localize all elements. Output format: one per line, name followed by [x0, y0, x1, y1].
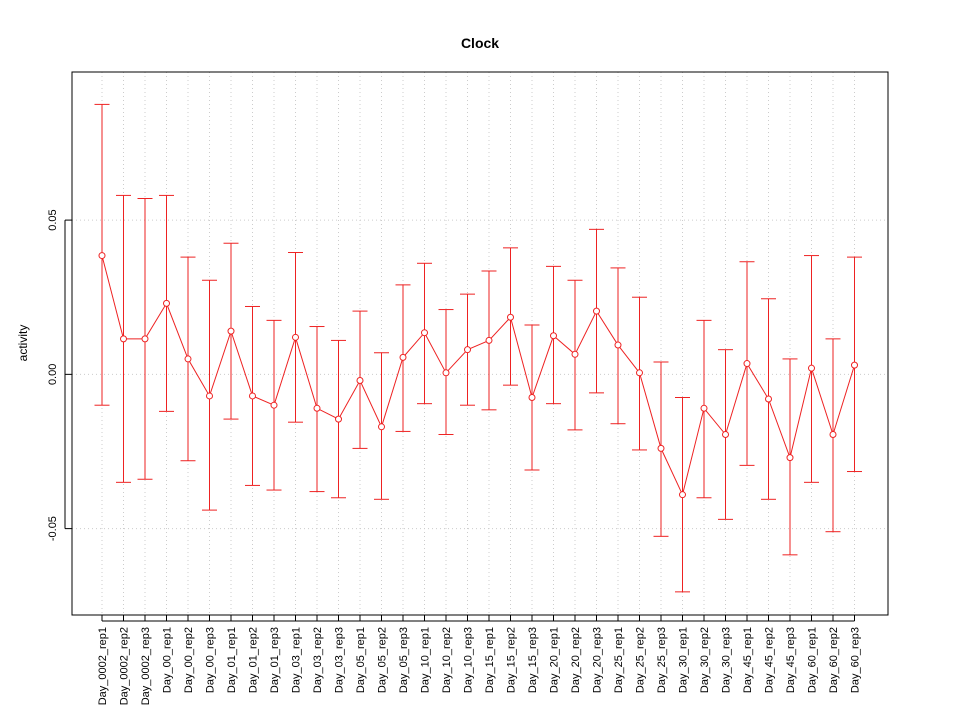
x-tick-label: Day_25_rep3 [656, 627, 668, 693]
data-point [829, 431, 837, 439]
x-tick-label: Day_0002_rep3 [140, 627, 152, 705]
y-tick-label: 0.05 [47, 209, 59, 230]
chart-title: Clock [461, 35, 499, 51]
data-point [808, 364, 815, 372]
data-point [335, 415, 342, 423]
y-tick-label: 0.00 [47, 364, 59, 385]
x-tick-label: Day_01_rep3 [269, 627, 281, 693]
x-tick-label: Day_25_rep1 [613, 627, 625, 693]
x-tick-label: Day_0002_rep2 [119, 627, 131, 705]
data-point [378, 423, 385, 431]
x-tick-label: Day_00_rep3 [205, 627, 217, 693]
data-point [292, 333, 299, 341]
x-tick-label: Day_15_rep2 [506, 627, 518, 693]
data-point [571, 350, 579, 358]
y-axis-label: activity [16, 325, 30, 362]
data-point [442, 369, 450, 377]
data-point [399, 353, 407, 361]
x-tick-label: Day_20_rep2 [570, 627, 582, 693]
data-point [141, 335, 149, 343]
x-tick-label: Day_60_rep3 [850, 627, 862, 693]
data-point [657, 444, 665, 452]
data-point [786, 454, 794, 462]
data-point [851, 361, 858, 369]
data-point [485, 336, 493, 344]
data-point [700, 404, 708, 412]
data-point [679, 491, 686, 499]
data-point [120, 335, 127, 343]
x-tick-label: Day_30_rep2 [699, 627, 711, 693]
x-tick-label: Day_05_rep3 [398, 627, 410, 693]
x-tick-label: Day_30_rep3 [721, 627, 733, 693]
x-tick-label: Day_00_rep1 [162, 627, 174, 693]
data-point [184, 355, 192, 363]
x-tick-label: Day_20_rep3 [592, 627, 604, 693]
x-tick-label: Day_45_rep1 [742, 627, 754, 693]
x-tick-label: Day_60_rep2 [828, 627, 840, 693]
data-point [464, 346, 471, 354]
plot-border [71, 71, 889, 616]
x-tick-label: Day_15_rep3 [527, 627, 539, 693]
grid [72, 72, 888, 615]
data-point [550, 332, 557, 340]
x-tick-label: Day_01_rep1 [226, 627, 238, 693]
data-point [356, 377, 364, 385]
data-point [528, 393, 536, 401]
x-tick-label: Day_15_rep1 [484, 627, 496, 693]
x-tick-label: Day_45_rep3 [785, 627, 797, 693]
data-point [421, 329, 428, 337]
x-tick-label: Day_05_rep1 [355, 627, 367, 693]
x-tick-label: Day_0002_rep1 [97, 627, 109, 705]
error-bars [94, 103, 862, 593]
x-axis: Day_0002_rep1 Day_0002_rep2 Day_0002_rep3 D… [97, 615, 862, 705]
x-tick-label: Day_03_rep2 [312, 627, 324, 693]
x-tick-label: Day_20_rep1 [549, 627, 561, 693]
x-tick-label: Day_01_rep2 [248, 627, 260, 693]
x-tick-label: Day_10_rep1 [420, 627, 432, 693]
x-tick-label: Day_05_rep2 [377, 627, 389, 693]
data-point [206, 392, 213, 400]
series [98, 252, 858, 499]
data-point [722, 431, 729, 439]
x-tick-label: Day_03_rep3 [334, 627, 346, 693]
data-point [765, 395, 772, 403]
data-point [270, 401, 278, 409]
x-tick-label: Day_30_rep1 [678, 627, 690, 693]
data-point [313, 404, 321, 412]
x-tick-label: Day_45_rep2 [764, 627, 776, 693]
data-point [227, 327, 235, 335]
data-point [614, 341, 622, 349]
x-tick-label: Day_25_rep2 [635, 627, 647, 693]
series-line [101, 255, 855, 497]
x-tick-label: Day_10_rep2 [441, 627, 453, 693]
y-tick-label: -0.05 [47, 516, 59, 541]
y-axis: -0.05 0.00 0.05 [47, 209, 72, 541]
data-point [98, 252, 106, 260]
data-point [507, 313, 514, 321]
data-point [593, 307, 600, 315]
x-tick-label: Day_60_rep1 [807, 627, 819, 693]
data-point [249, 392, 256, 400]
x-tick-label: Day_10_rep3 [463, 627, 475, 693]
data-point [163, 299, 170, 307]
x-tick-label: Day_00_rep2 [183, 627, 195, 693]
data-point [636, 369, 643, 377]
x-tick-label: Day_03_rep1 [291, 627, 303, 693]
data-point [743, 360, 751, 368]
